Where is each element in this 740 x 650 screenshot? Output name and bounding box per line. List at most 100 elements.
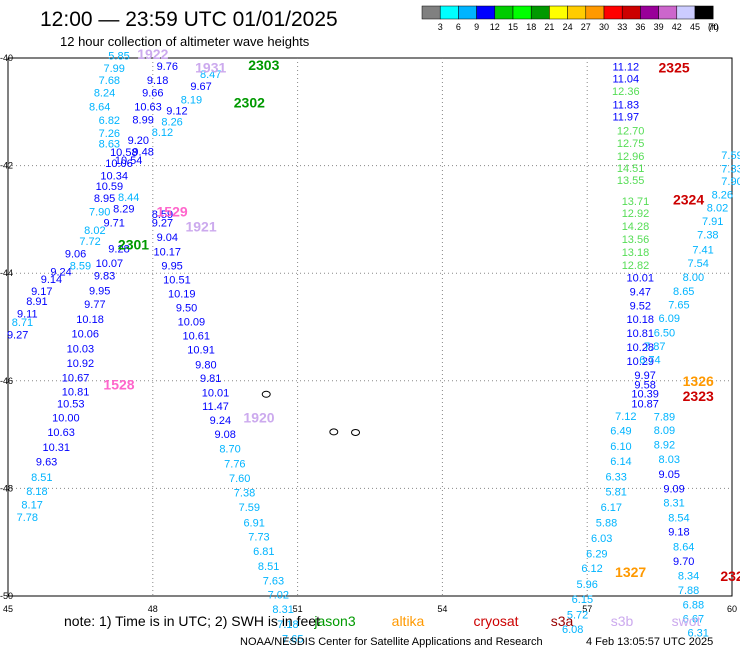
wave-height-value: 8.17 xyxy=(21,500,42,512)
wave-height-value: 13.18 xyxy=(622,247,650,259)
wave-height-value: 6.15 xyxy=(572,594,593,606)
wave-height-value: 7.90 xyxy=(89,206,110,218)
pass-label: 2325 xyxy=(659,60,690,76)
pass-label: 2302 xyxy=(234,95,265,111)
legend-tick-label: 6 xyxy=(456,22,461,32)
wave-height-value: 12.82 xyxy=(622,260,650,272)
satellite-name: cryosat xyxy=(473,613,518,629)
wave-height-value: 9.67 xyxy=(190,81,211,93)
wave-height-value: 13.56 xyxy=(622,234,650,246)
pass-label: 1528 xyxy=(103,377,134,393)
legend-tick-label: 3 xyxy=(438,22,443,32)
wave-height-value: 8.31 xyxy=(272,604,293,616)
satellite-name: s3b xyxy=(611,613,634,629)
wave-height-value: 9.14 xyxy=(41,274,62,286)
wave-height-value: 7.38 xyxy=(234,488,255,500)
wave-height-value: 9.95 xyxy=(89,285,110,297)
wave-height-value: 5.85 xyxy=(108,50,129,62)
wave-height-value: 7.26 xyxy=(99,128,120,140)
wave-height-value: 9.76 xyxy=(157,61,178,73)
wave-height-value: 6.29 xyxy=(586,548,607,560)
legend-tick-label: 12 xyxy=(490,22,500,32)
wave-height-value: 10.63 xyxy=(134,101,162,113)
credit-line: NOAA/NESDIS Center for Satellite Applica… xyxy=(240,636,543,648)
wave-height-value: 10.54 xyxy=(115,155,143,167)
lat-lon-grid xyxy=(8,58,732,596)
wave-height-value: 10.59 xyxy=(96,181,124,193)
legend-tick-label: 27 xyxy=(581,22,591,32)
wave-height-value: 7.90 xyxy=(721,176,740,188)
pass-label: 2301 xyxy=(118,237,149,253)
wave-height-value: 11.04 xyxy=(612,73,639,85)
legend-swatch xyxy=(476,5,496,20)
wave-height-value: 10.63 xyxy=(47,427,75,439)
lat-tick-label: -40 xyxy=(0,53,13,63)
wave-height-value: 10.01 xyxy=(627,273,655,285)
lat-tick-label: -50 xyxy=(0,591,13,601)
wave-height-value: 7.54 xyxy=(688,258,709,270)
wave-height-value: 12.36 xyxy=(612,86,640,98)
wave-height-value: 8.65 xyxy=(673,286,694,298)
wave-height-value: 9.18 xyxy=(668,526,689,538)
wave-height-value: 8.02 xyxy=(707,203,728,215)
pass-label: 2303 xyxy=(248,57,279,73)
legend-swatch xyxy=(676,5,696,20)
legend-swatch xyxy=(549,5,568,20)
wave-height-value: 9.28 xyxy=(108,243,129,255)
wave-height-value: 8.02 xyxy=(84,225,105,237)
wave-height-value: 6.33 xyxy=(605,472,626,484)
wave-height-value: 9.66 xyxy=(142,87,163,99)
legend-swatch xyxy=(567,5,587,20)
wave-height-value: 14.28 xyxy=(622,221,650,233)
pass-label: 2323 xyxy=(683,388,714,404)
wave-height-value: 8.99 xyxy=(132,114,153,126)
wave-height-value: 12.92 xyxy=(622,208,650,220)
wave-height-value: 6.08 xyxy=(562,624,583,636)
wave-height-value: 7.12 xyxy=(615,411,636,423)
wave-height-value: 7.78 xyxy=(17,512,38,524)
legend-tick-label: 24 xyxy=(563,22,573,32)
lon-tick-label: 60 xyxy=(727,604,737,614)
wave-height-value: 7.72 xyxy=(79,236,100,248)
pass-label: 1921 xyxy=(185,218,216,234)
wave-height-value: 9.58 xyxy=(634,380,655,392)
wave-height-value: 8.92 xyxy=(654,439,675,451)
legend-tick-label: 33 xyxy=(617,22,627,32)
wave-height-value: 14.51 xyxy=(617,163,645,175)
wave-height-value: 7.65 xyxy=(668,299,689,311)
wave-height-value: 8.31 xyxy=(663,497,684,509)
wave-height-value: 6.17 xyxy=(601,502,622,514)
color-legend: 3 6 9 12 15 18 21 24 27 30 33 36 39 42 45 70 xyxy=(421,5,718,32)
satellite-name: swot xyxy=(672,613,701,629)
wave-height-value: 8.12 xyxy=(152,127,173,139)
page-subtitle: 12 hour collection of altimeter wave hei… xyxy=(60,34,310,49)
wave-height-value: 6.50 xyxy=(654,327,675,339)
wave-height-value: 7.76 xyxy=(224,459,245,471)
legend-swatch xyxy=(458,5,477,20)
wave-height-value: 9.48 xyxy=(132,147,153,159)
wave-height-value: 11.97 xyxy=(612,112,639,124)
wave-height-value: 13.55 xyxy=(617,175,645,187)
wave-height-value: 10.06 xyxy=(71,328,99,340)
wave-height-value: 7.99 xyxy=(103,63,124,75)
wave-height-value: 10.87 xyxy=(631,398,659,410)
lon-tick-label: 51 xyxy=(293,604,303,614)
wave-height-value: 10.81 xyxy=(627,328,655,340)
wave-height-value: 6.91 xyxy=(243,517,264,529)
legend-swatch xyxy=(694,5,714,20)
wave-height-value: 8.59 xyxy=(152,209,173,221)
wave-height-value: 10.07 xyxy=(96,258,124,270)
wave-height-value: 12.75 xyxy=(617,138,645,150)
wave-height-value: 9.27 xyxy=(152,218,173,230)
wave-height-value: 9.27 xyxy=(7,330,28,342)
legend-unit: (ft) xyxy=(708,22,719,32)
wave-height-value: 8.70 xyxy=(219,444,240,456)
wave-height-value: 9.11 xyxy=(17,309,38,321)
legend-swatch xyxy=(439,5,459,20)
island-outline xyxy=(351,428,361,436)
lon-tick-label: 57 xyxy=(582,604,592,614)
wave-height-value: 9.70 xyxy=(673,556,694,568)
wave-height-value: 7.63 xyxy=(263,575,284,587)
wave-height-value: 10.91 xyxy=(187,345,215,357)
wave-height-value: 10.92 xyxy=(67,358,95,370)
